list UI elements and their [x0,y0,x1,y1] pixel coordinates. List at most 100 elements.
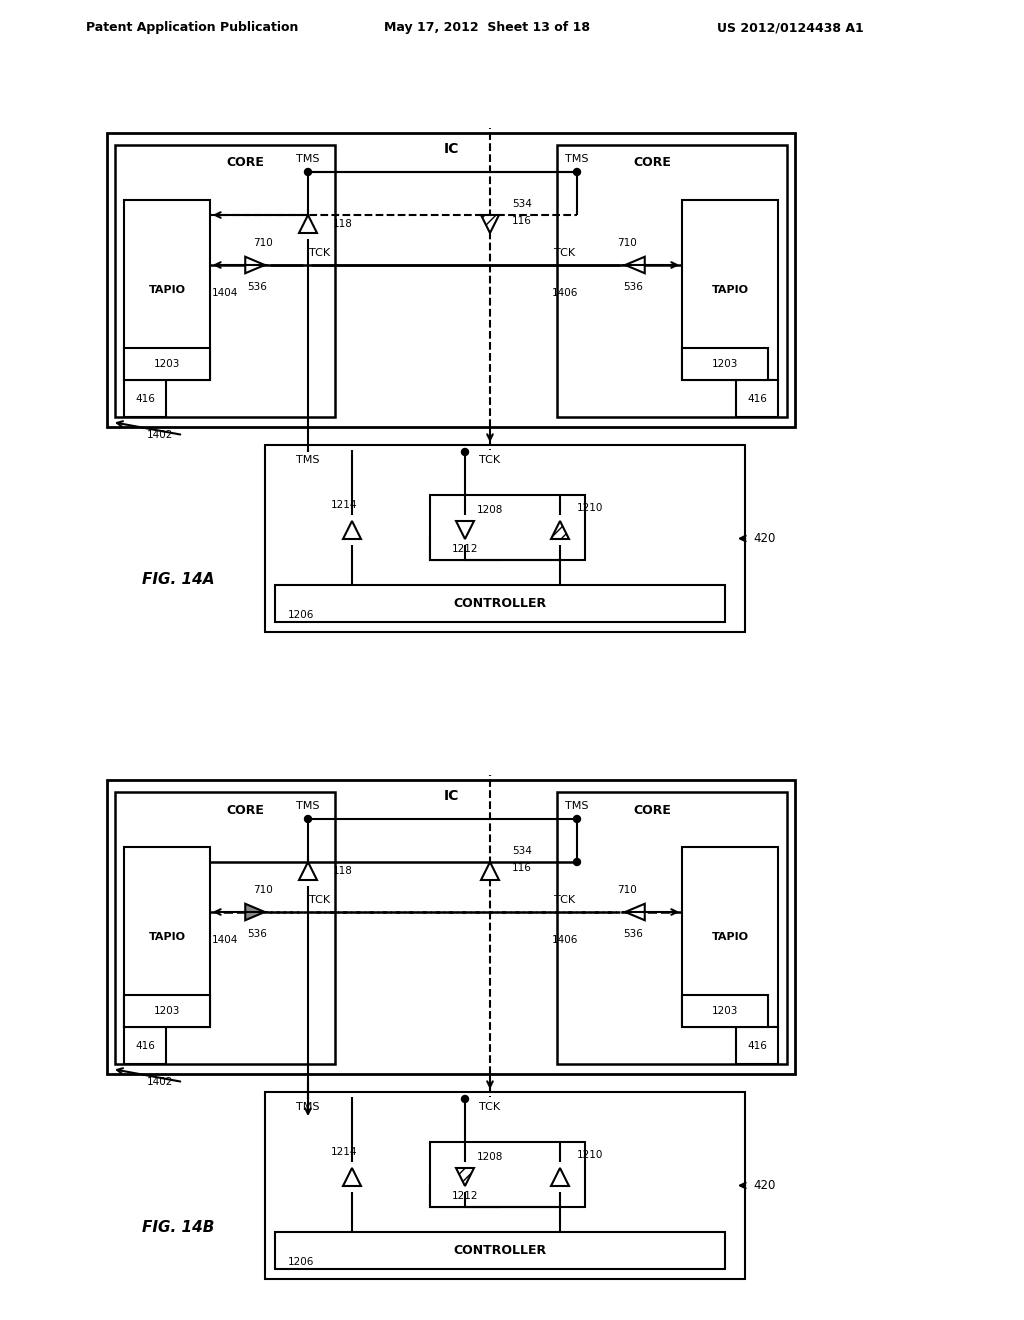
Text: 116: 116 [512,863,531,873]
Polygon shape [551,1168,569,1185]
Text: 1402: 1402 [146,430,173,440]
Text: 1208: 1208 [477,506,503,515]
Text: 1212: 1212 [452,1191,478,1201]
Text: TCK: TCK [309,248,331,257]
Text: 420: 420 [754,1179,776,1192]
Text: TCK: TCK [554,248,575,257]
Text: 1203: 1203 [712,359,738,370]
Circle shape [304,816,311,822]
Polygon shape [456,1168,474,1185]
Text: CORE: CORE [226,804,264,817]
Text: CORE: CORE [633,804,671,817]
Bar [682,847,778,1027]
Text: 1214: 1214 [331,500,357,510]
Text: TMS: TMS [296,154,319,164]
Bar [115,145,335,417]
Circle shape [462,1096,469,1102]
Text: 1203: 1203 [154,359,180,370]
Text: 1404: 1404 [212,935,239,945]
Text: 416: 416 [135,1041,155,1051]
Bar [124,1027,166,1064]
Text: 1402: 1402 [146,1077,173,1086]
Bar [275,1232,725,1269]
Bar [275,585,725,622]
Text: 1214: 1214 [331,1147,357,1158]
Bar [265,445,745,632]
Text: 710: 710 [253,238,272,248]
Text: TAPIO: TAPIO [712,285,749,294]
Text: CORE: CORE [633,157,671,169]
Bar [557,145,787,417]
Text: May 17, 2012  Sheet 13 of 18: May 17, 2012 Sheet 13 of 18 [384,21,590,34]
Text: CONTROLLER: CONTROLLER [454,597,547,610]
Text: 1406: 1406 [552,288,579,298]
Text: 534: 534 [512,846,531,855]
Text: TMS: TMS [296,1102,319,1111]
Bar [736,380,778,417]
Text: TAPIO: TAPIO [148,285,185,294]
Text: 116: 116 [512,216,531,226]
Polygon shape [246,257,265,273]
Bar [124,201,210,380]
Bar [106,780,795,1074]
Text: 710: 710 [253,884,272,895]
Bar [430,539,500,560]
Bar [265,1092,745,1279]
Text: TCK: TCK [479,1102,501,1111]
Bar [124,995,210,1027]
Text: TCK: TCK [309,895,331,906]
Polygon shape [626,904,645,920]
Polygon shape [343,1168,361,1185]
Polygon shape [299,215,317,234]
Text: FIG. 14B: FIG. 14B [141,1220,214,1234]
Polygon shape [456,521,474,539]
Circle shape [573,858,581,866]
Bar [124,348,210,380]
Polygon shape [481,215,499,234]
Text: 118: 118 [333,219,353,228]
Text: TAPIO: TAPIO [148,932,185,942]
Text: TMS: TMS [565,801,589,810]
Text: 1404: 1404 [212,288,239,298]
Circle shape [573,816,581,822]
Text: 1203: 1203 [712,1006,738,1016]
Circle shape [573,169,581,176]
Text: 536: 536 [623,929,643,939]
Text: CORE: CORE [226,157,264,169]
Text: TMS: TMS [296,801,319,810]
Text: IC: IC [443,143,459,156]
Text: 710: 710 [617,238,637,248]
Polygon shape [626,257,645,273]
Polygon shape [551,521,569,539]
Text: 1210: 1210 [577,1150,603,1160]
Text: 1406: 1406 [552,935,579,945]
Polygon shape [246,904,265,920]
Bar [682,201,778,380]
Text: 420: 420 [754,532,776,545]
Text: FIG. 14A: FIG. 14A [141,573,214,587]
Bar [736,1027,778,1064]
Text: TMS: TMS [565,154,589,164]
Bar [430,1185,500,1206]
Bar [270,1097,730,1274]
Text: 416: 416 [748,1041,767,1051]
Text: 536: 536 [623,282,643,292]
Bar [115,792,335,1064]
Polygon shape [299,862,317,880]
Polygon shape [481,862,499,880]
Bar [682,995,768,1027]
Bar [270,450,730,627]
Text: 118: 118 [333,866,353,876]
Text: TMS: TMS [296,455,319,465]
Bar [106,133,795,426]
Bar [430,1142,585,1206]
Text: 1208: 1208 [477,1152,503,1162]
Text: TAPIO: TAPIO [712,932,749,942]
Bar [682,348,768,380]
Polygon shape [343,521,361,539]
Text: CONTROLLER: CONTROLLER [454,1243,547,1257]
Text: 1206: 1206 [288,1257,314,1267]
Text: TCK: TCK [479,455,501,465]
Text: IC: IC [443,789,459,803]
Circle shape [304,169,311,176]
